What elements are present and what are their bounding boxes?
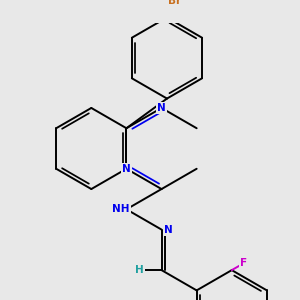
Text: Br: Br bbox=[168, 0, 181, 7]
Text: NH: NH bbox=[112, 204, 130, 214]
Text: N: N bbox=[164, 225, 172, 235]
Text: N: N bbox=[157, 103, 166, 113]
Text: H: H bbox=[135, 265, 144, 275]
Text: F: F bbox=[240, 258, 247, 268]
Text: N: N bbox=[122, 164, 131, 174]
